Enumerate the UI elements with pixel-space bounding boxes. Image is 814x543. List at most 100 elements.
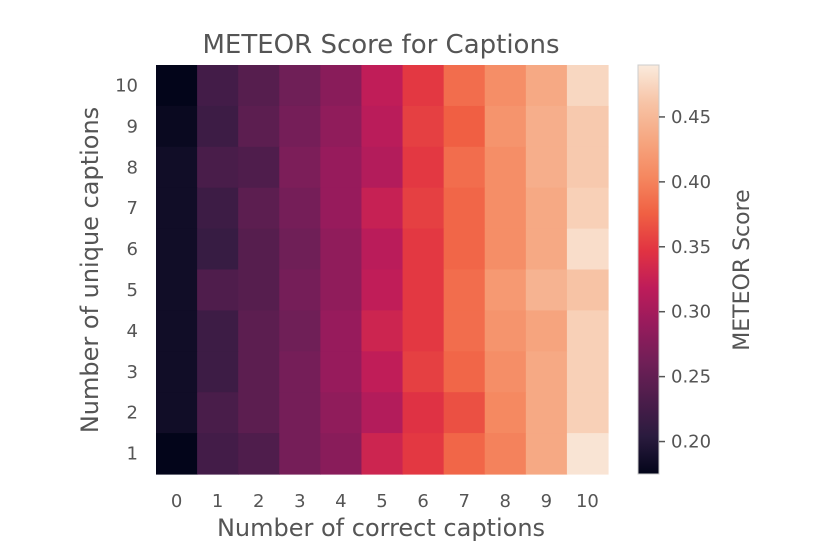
heatmap-cell	[566, 392, 609, 434]
heatmap-cell	[361, 433, 404, 475]
heatmap-cell	[525, 187, 568, 230]
heatmap-cell	[279, 187, 321, 230]
heatmap-cell	[320, 65, 363, 107]
heatmap-cell	[156, 105, 198, 148]
heatmap-cell	[156, 187, 198, 230]
heatmap-cell	[402, 392, 445, 434]
chart-title: METEOR Score for Captions	[202, 30, 559, 60]
heatmap-cell	[402, 65, 445, 107]
heatmap-cell	[443, 105, 486, 148]
heatmap-cell	[443, 310, 486, 352]
y-tick-label: 5	[127, 280, 138, 301]
heatmap-cell	[320, 105, 363, 148]
x-tick-label: 4	[335, 491, 346, 512]
heatmap-cell	[566, 351, 609, 393]
heatmap-cell	[566, 269, 609, 311]
heatmap-cell	[156, 269, 198, 311]
heatmap-cell	[361, 310, 404, 352]
y-axis-label: Number of unique captions	[76, 107, 104, 433]
heatmap-cell	[279, 105, 321, 148]
colorbar-tick-label: 0.30	[671, 302, 711, 323]
heatmap-cell	[197, 310, 239, 352]
heatmap-cell	[238, 269, 280, 311]
heatmap-cell	[279, 146, 321, 189]
heatmap-cell	[361, 187, 404, 230]
colorbar-tick-label: 0.40	[671, 172, 711, 193]
x-tick-label: 2	[253, 491, 264, 512]
y-tick-label: 8	[127, 157, 138, 178]
heatmap-cell	[197, 228, 239, 271]
heatmap-cell	[238, 310, 280, 352]
heatmap-cell	[402, 146, 445, 189]
heatmap-cell	[279, 351, 321, 393]
heatmap-cell	[279, 228, 321, 271]
heatmap-cell	[279, 65, 321, 107]
heatmap-cell	[484, 228, 527, 271]
heatmap-cell	[156, 228, 198, 271]
heatmap-cell	[566, 310, 609, 352]
heatmap-cell	[197, 351, 239, 393]
heatmap-cell	[443, 392, 486, 434]
heatmap-cell	[320, 351, 363, 393]
heatmap-cell	[238, 351, 280, 393]
heatmap-cell	[566, 433, 609, 475]
heatmap-cell	[197, 433, 239, 475]
x-tick-label: 6	[417, 491, 428, 512]
colorbar-label: METEOR Score	[730, 189, 755, 350]
colorbar-tick-label: 0.25	[671, 367, 711, 388]
heatmap-cell	[361, 105, 404, 148]
heatmap-cell	[238, 65, 280, 107]
heatmap-cell	[238, 105, 280, 148]
heatmap-cell	[525, 146, 568, 189]
heatmap-cell	[566, 146, 609, 189]
heatmap-cell	[156, 392, 198, 434]
heatmap-cell	[566, 105, 609, 148]
heatmap-cell	[566, 65, 609, 107]
heatmap-cell	[566, 187, 609, 230]
heatmap-cell	[525, 65, 568, 107]
heatmap-cell	[525, 105, 568, 148]
heatmap-cell	[197, 146, 239, 189]
heatmap-cell	[197, 269, 239, 311]
y-tick-label: 4	[127, 321, 138, 342]
x-tick-label: 0	[171, 491, 182, 512]
heatmap-cell	[320, 146, 363, 189]
heatmap-cell	[484, 187, 527, 230]
heatmap-cell	[525, 310, 568, 352]
heatmap-cell	[443, 228, 486, 271]
heatmap-cells	[156, 65, 609, 475]
colorbar-tick-label: 0.45	[671, 107, 711, 128]
heatmap-cell	[484, 392, 527, 434]
heatmap-cell	[320, 392, 363, 434]
heatmap-cell	[320, 228, 363, 271]
y-tick-label: 2	[127, 403, 138, 424]
heatmap-cell	[361, 351, 404, 393]
y-tick-label: 9	[127, 116, 138, 137]
heatmap-cell	[320, 187, 363, 230]
heatmap-cell	[402, 105, 445, 148]
heatmap-cell	[197, 392, 239, 434]
y-tick-label: 6	[127, 239, 138, 260]
x-tick-label: 9	[541, 491, 552, 512]
heatmap-cell	[320, 310, 363, 352]
heatmap-cell	[156, 433, 198, 475]
heatmap-cell	[320, 269, 363, 311]
heatmap-cell	[279, 433, 321, 475]
heatmap-cell	[525, 433, 568, 475]
x-axis-label: Number of correct captions	[217, 514, 545, 542]
heatmap-cell	[238, 228, 280, 271]
heatmap-cell	[443, 351, 486, 393]
x-tick-label: 5	[376, 491, 387, 512]
heatmap-cell	[361, 65, 404, 107]
heatmap-cell	[525, 269, 568, 311]
heatmap-cell	[484, 65, 527, 107]
heatmap-cell	[443, 146, 486, 189]
x-tick-label: 10	[576, 491, 599, 512]
heatmap-cell	[197, 65, 239, 107]
y-tick-label: 7	[127, 198, 138, 219]
x-tick-label: 7	[458, 491, 469, 512]
heatmap-cell	[238, 392, 280, 434]
y-tick-label: 1	[127, 444, 138, 465]
heatmap-cell	[525, 228, 568, 271]
